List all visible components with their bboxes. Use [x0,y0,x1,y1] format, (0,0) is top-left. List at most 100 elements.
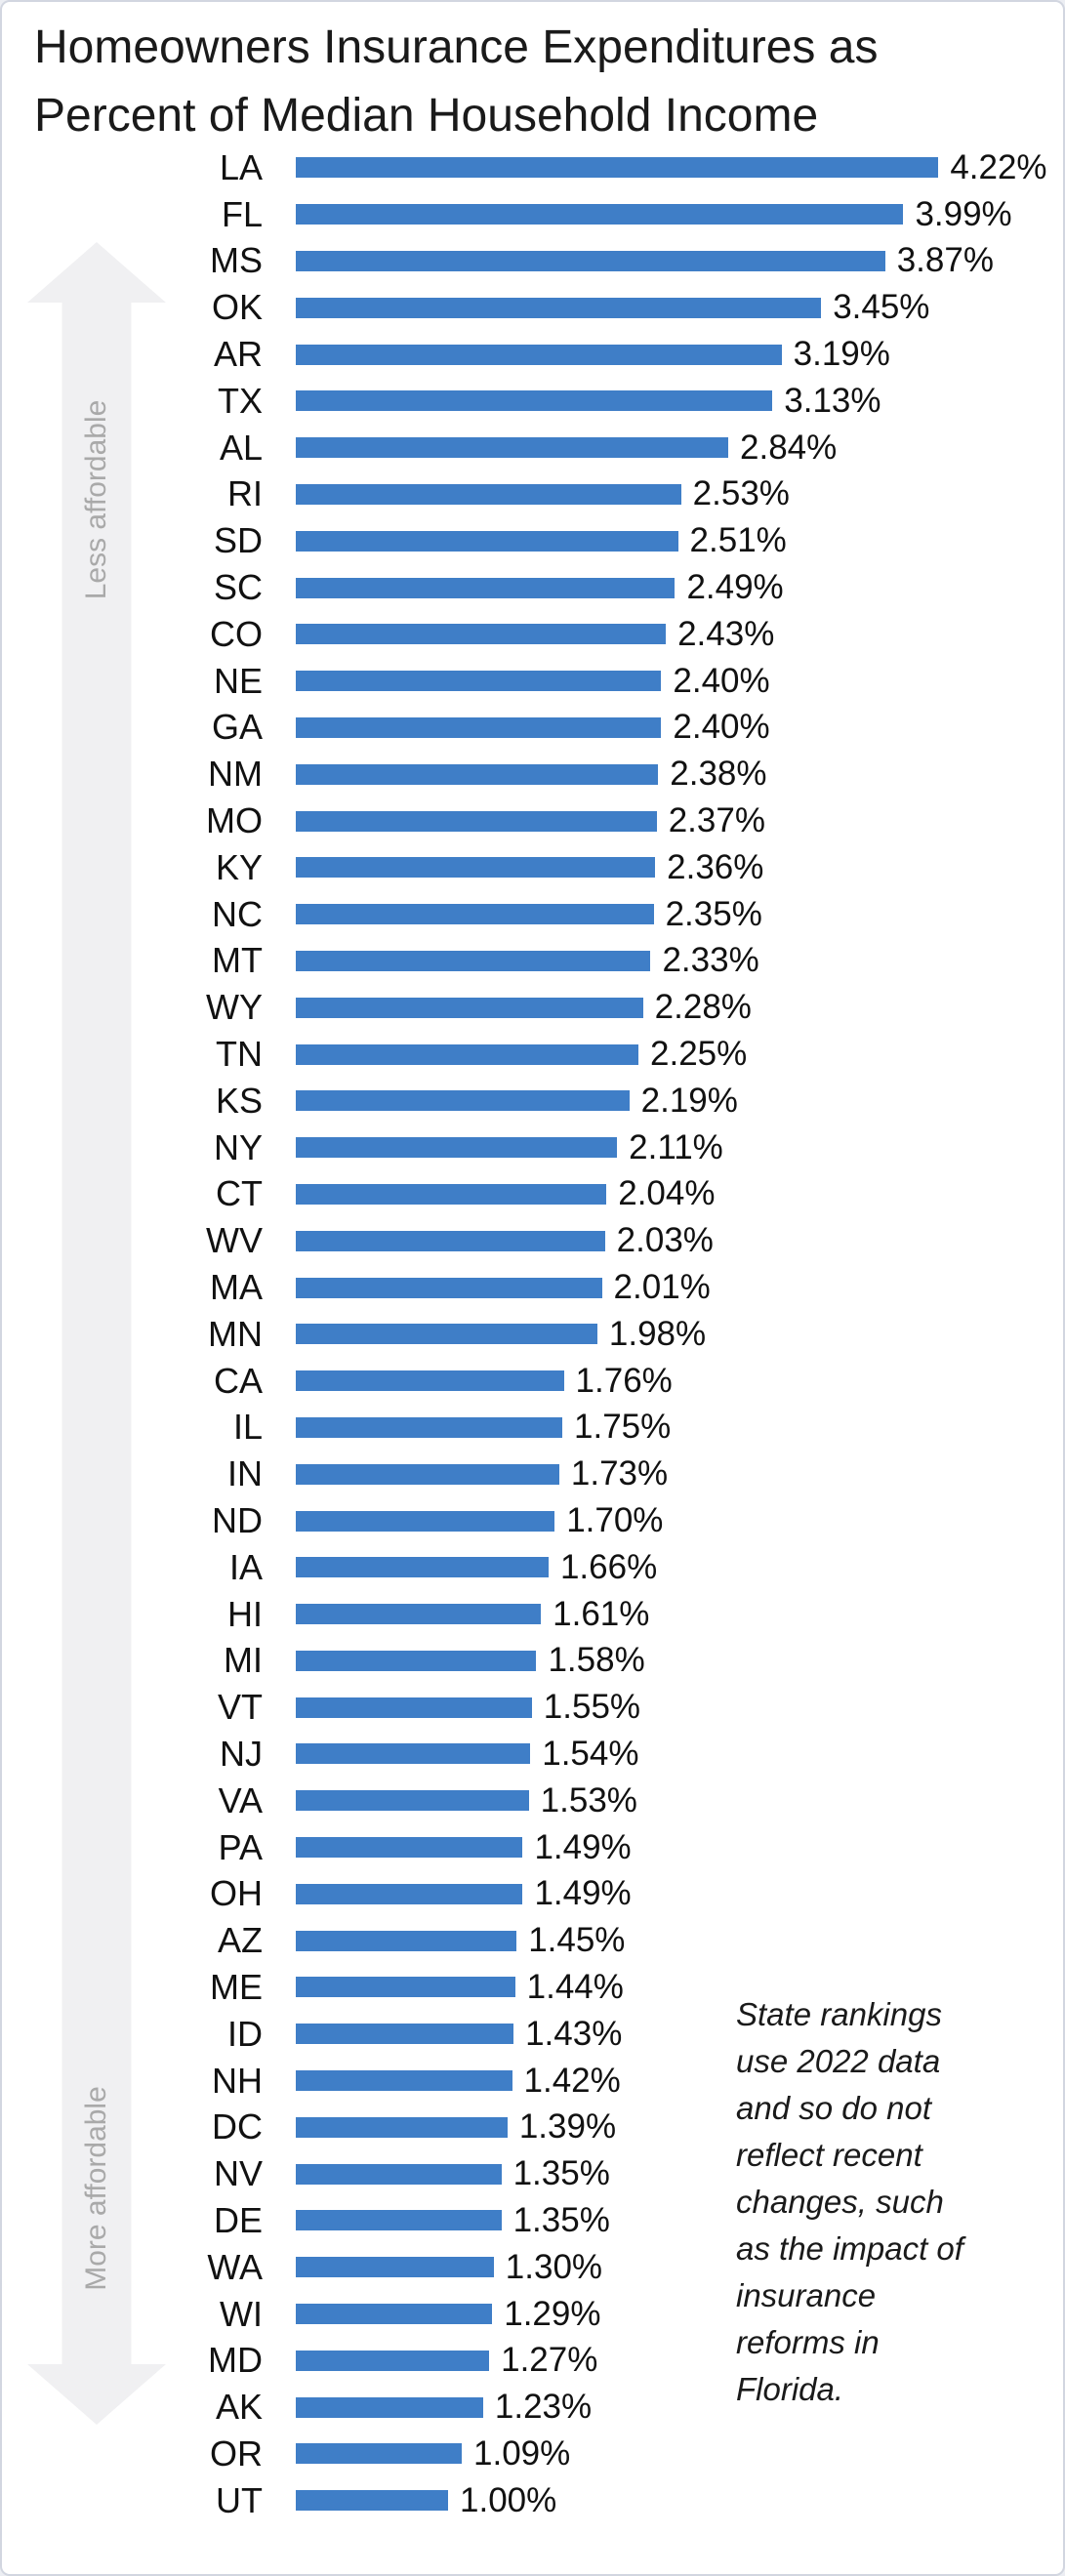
category-label: NY [213,1126,263,1167]
bar [296,1837,523,1859]
value-label: 1.35% [512,2200,610,2239]
bar-row: ND 1.70% [2,1497,1063,1544]
category-label: CT [216,1173,263,1214]
bar-row: AL 2.84% [2,425,1063,471]
value-label: 2.53% [692,474,790,513]
bar-row: IA 1.66% [2,1544,1063,1591]
bar-row: NJ 1.54% [2,1731,1063,1778]
bar [296,1930,517,1951]
value-label: 2.33% [662,941,759,980]
bar-row: PA 1.49% [2,1824,1063,1871]
value-label: 1.30% [505,2247,603,2286]
value-label: 1.53% [540,1780,637,1820]
value-label: 3.13% [784,381,881,420]
bar-row: OR 1.09% [2,2431,1063,2477]
bar [296,437,729,459]
category-label: IN [227,1453,263,1494]
bar-row: IL 1.75% [2,1405,1063,1452]
category-label: AR [213,334,263,375]
category-label: MT [212,940,263,981]
category-label: FL [221,193,263,234]
category-label: AK [215,2387,263,2428]
bar [296,857,656,879]
bar-row: MO 2.37% [2,797,1063,844]
value-label: 1.29% [504,2294,601,2333]
bar [296,1650,537,1671]
bar-row: VT 1.55% [2,1684,1063,1731]
category-label: WV [206,1220,263,1261]
bar-row: NV 1.35% [2,2150,1063,2197]
category-label: SC [213,567,263,608]
bar [296,1416,562,1438]
bar-row: CT 2.04% [2,1171,1063,1218]
bar [296,671,662,692]
category-label: WY [206,987,263,1028]
bar [296,1043,638,1065]
category-label: NC [212,893,263,934]
category-label: NJ [220,1733,263,1774]
bar [296,2024,514,2045]
bar [296,297,822,318]
bar-row: AK 1.23% [2,2384,1063,2431]
category-label: VT [217,1687,263,1728]
bar-row: KS 2.19% [2,1078,1063,1124]
bar [296,1743,531,1765]
bar [296,2350,490,2371]
bar [296,716,662,738]
bar [296,904,654,925]
value-label: 1.44% [526,1967,624,2006]
value-label: 2.37% [668,801,765,840]
bar-row: FL 3.99% [2,191,1063,238]
bar-row: CA 1.76% [2,1358,1063,1405]
bar [296,1370,564,1392]
value-label: 1.09% [473,2433,571,2473]
value-label: 2.19% [640,1081,738,1120]
value-label: 1.55% [543,1688,641,1727]
category-label: MD [208,2340,263,2381]
value-label: 2.40% [673,708,770,747]
bar-row: MT 2.33% [2,938,1063,985]
category-label: DC [212,2106,263,2147]
bar [296,763,659,785]
bar [296,2116,508,2138]
bar [296,1277,602,1298]
bar-row: VA 1.53% [2,1778,1063,1824]
bar-row: NM 2.38% [2,751,1063,797]
footnote: State rankings use 2022 data and so do n… [736,1996,963,2407]
bar [296,157,939,179]
bar [296,2210,502,2231]
bar [296,1883,523,1904]
category-label: CO [210,613,263,654]
category-label: MA [210,1267,263,1308]
bar-row: WV 2.03% [2,1217,1063,1264]
bar-row: WY 2.28% [2,984,1063,1031]
bar [296,1557,549,1578]
category-label: HI [227,1593,263,1634]
category-label: AL [219,427,263,468]
category-label: MI [224,1640,263,1681]
bar [296,1697,532,1718]
value-label: 1.23% [494,2388,593,2427]
bar [296,2304,493,2325]
bar-row: LA 4.22% [2,144,1063,191]
value-label: 1.58% [548,1641,645,1680]
value-label: 2.43% [677,614,775,653]
bar-row: HI 1.61% [2,1591,1063,1638]
category-label: SD [213,520,263,561]
value-label: 1.54% [542,1734,639,1773]
bar [296,2257,494,2278]
category-label: IA [228,1546,263,1587]
bar-row: MS 3.87% [2,238,1063,285]
bar-row: MA 2.01% [2,1264,1063,1311]
bar [296,2163,502,2185]
bar-row: WI 1.29% [2,2291,1063,2338]
bar [296,1977,515,1998]
value-label: 2.51% [689,521,787,560]
chart-title: Homeowners Insurance Expenditures as Per… [34,21,879,142]
value-label: 3.19% [793,335,890,374]
bar-row: SC 2.49% [2,564,1063,611]
bar [296,2490,448,2512]
bar [296,624,667,645]
category-label: ND [212,1500,263,1540]
